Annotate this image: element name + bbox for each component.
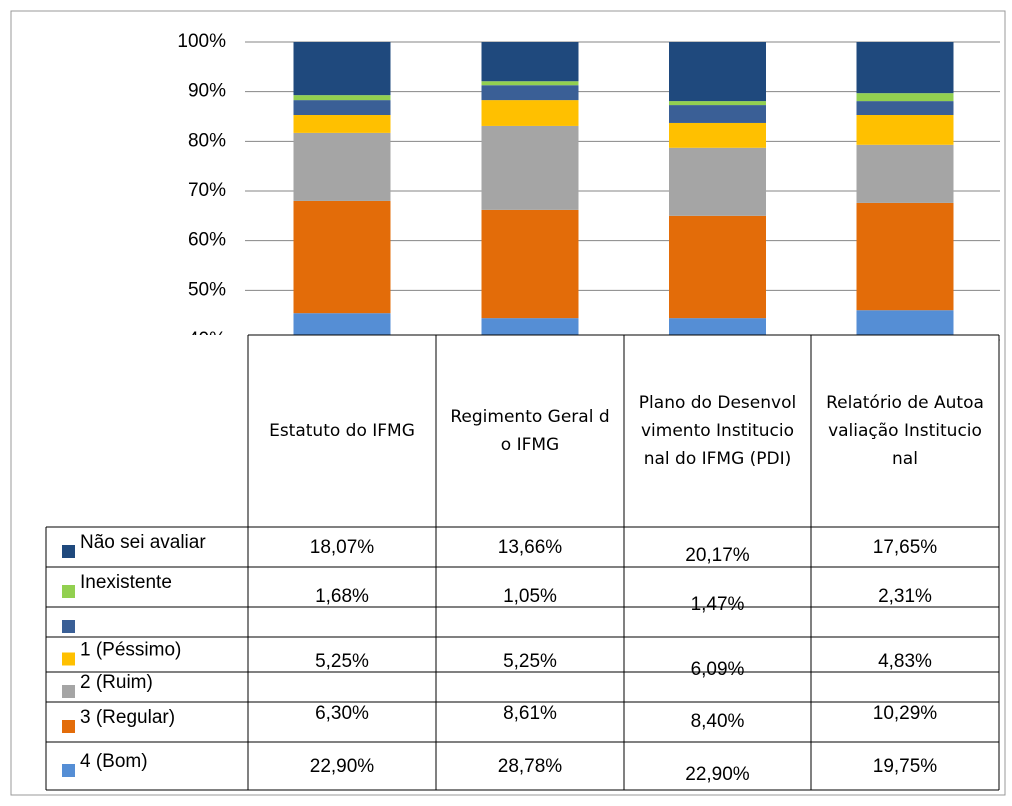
table-cell: 17,65% bbox=[873, 537, 938, 558]
table-cell: 19,75% bbox=[873, 756, 938, 777]
x-tick-label: Relatório de Autoavaliação Institucional bbox=[826, 393, 984, 469]
bar-segment bbox=[856, 93, 954, 102]
legend-label: Não sei avaliar bbox=[80, 532, 206, 553]
y-tick-label: 80% bbox=[188, 130, 226, 151]
bar-segment bbox=[856, 42, 954, 94]
table-cell: 10,29% bbox=[873, 703, 938, 724]
legend-label: 2 (Ruim) bbox=[80, 672, 153, 693]
bar-segment bbox=[481, 42, 579, 82]
x-tick-label: Plano do Desenvolvimento Institucional d… bbox=[638, 393, 797, 469]
bar-segment bbox=[481, 81, 579, 86]
table-bg bbox=[46, 335, 999, 791]
x-tick-label: Estatuto do IFMG bbox=[269, 421, 415, 441]
legend-swatch bbox=[62, 685, 75, 698]
bar-segment bbox=[669, 215, 766, 319]
table-cell: 1,68% bbox=[315, 586, 369, 607]
table-cell: 8,40% bbox=[691, 711, 745, 732]
bar-segment bbox=[669, 122, 766, 148]
bar-segment bbox=[856, 202, 954, 311]
bar-segment bbox=[293, 200, 391, 314]
y-tick-label: 90% bbox=[188, 81, 226, 102]
bar-segment bbox=[856, 101, 954, 116]
legend-swatch bbox=[62, 720, 75, 733]
bar-segment bbox=[293, 42, 391, 96]
x-tick-label: Regimento Geral do IFMG bbox=[450, 407, 610, 455]
table-cell: 1,47% bbox=[691, 594, 745, 615]
category-cell: Regimento Geral do IFMG bbox=[450, 407, 610, 455]
bar-segment bbox=[293, 100, 391, 116]
legend-label: 1 (Péssimo) bbox=[80, 640, 181, 661]
bar-segment bbox=[481, 209, 579, 319]
bar-segment bbox=[669, 101, 766, 106]
legend-swatch bbox=[62, 545, 75, 558]
table-cell: 22,90% bbox=[310, 756, 375, 777]
table-cell: 28,78% bbox=[498, 756, 563, 777]
category-cell: Estatuto do IFMG bbox=[269, 421, 415, 441]
y-tick-label: 70% bbox=[188, 180, 226, 201]
table-cell: 4,83% bbox=[878, 651, 932, 672]
bar-segment bbox=[669, 147, 766, 216]
bar-segment bbox=[856, 144, 954, 203]
bar-segment bbox=[481, 85, 579, 101]
table-cell: 20,17% bbox=[685, 545, 750, 566]
bar-segment bbox=[293, 115, 391, 133]
legend-label: Inexistente bbox=[80, 572, 172, 593]
legend-swatch bbox=[62, 764, 75, 777]
table-cell: 2,31% bbox=[878, 586, 932, 607]
table-cell: 6,09% bbox=[691, 659, 745, 680]
table-cell: 6,30% bbox=[315, 703, 369, 724]
table-cell: 8,61% bbox=[503, 703, 557, 724]
table-cell: 5,25% bbox=[315, 651, 369, 672]
table-cell: 13,66% bbox=[498, 537, 563, 558]
table-cell: 22,90% bbox=[685, 764, 750, 785]
bar-segment bbox=[669, 42, 766, 102]
legend-label: 4 (Bom) bbox=[80, 751, 148, 772]
bar-segment bbox=[293, 95, 391, 101]
category-cell: Plano do Desenvolvimento Institucional d… bbox=[638, 393, 797, 469]
y-tick-label: 60% bbox=[188, 230, 226, 251]
legend-label: 3 (Regular) bbox=[80, 707, 175, 728]
table-cell: 18,07% bbox=[310, 537, 375, 558]
legend-swatch bbox=[62, 620, 75, 633]
y-tick-label: 100% bbox=[177, 31, 226, 52]
y-tick-label: 50% bbox=[188, 279, 226, 300]
table-cell: 1,05% bbox=[503, 586, 557, 607]
legend-swatch bbox=[62, 585, 75, 598]
category-cell: Relatório de Autoavaliação Institucional bbox=[826, 393, 984, 469]
bar-segment bbox=[856, 115, 954, 145]
bar-segment bbox=[481, 125, 579, 210]
bar-segment bbox=[293, 132, 391, 201]
table-cell: 5,25% bbox=[503, 651, 557, 672]
legend-swatch bbox=[62, 652, 75, 666]
bar-segment bbox=[481, 100, 579, 126]
bar-segment bbox=[669, 105, 766, 123]
